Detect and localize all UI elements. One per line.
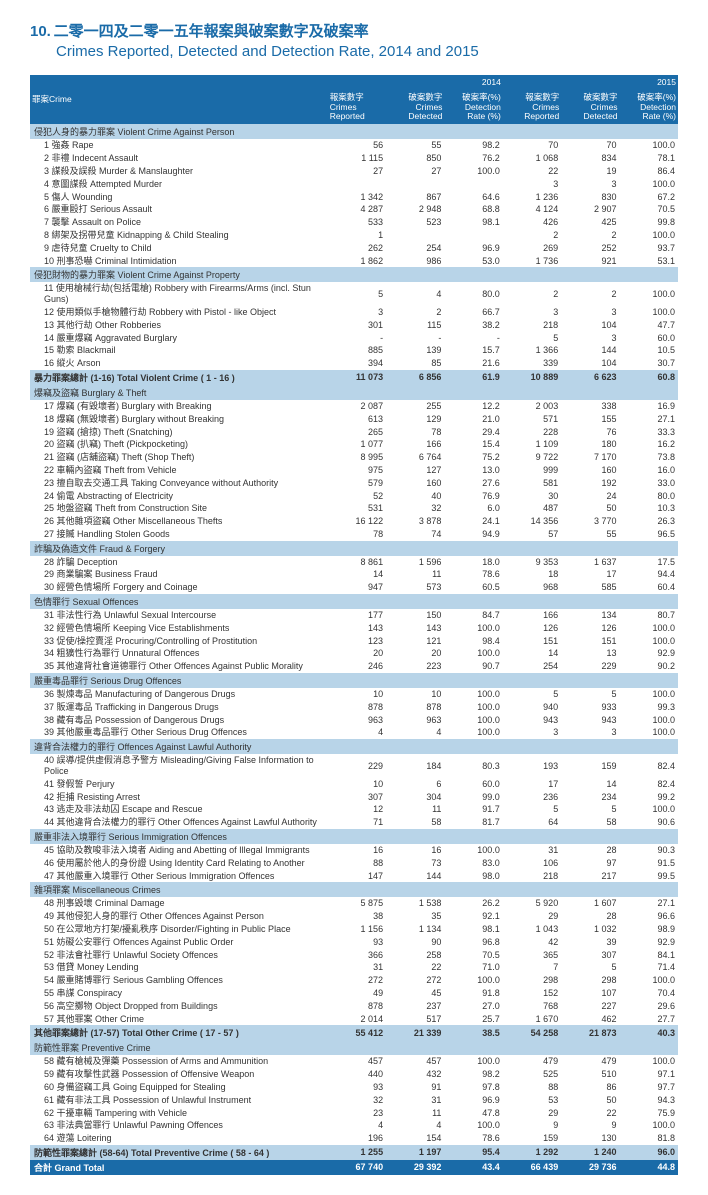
table-row: 6 嚴重毆打 Serious Assault4 2872 94868.84 12… (30, 203, 678, 216)
title-number: 10. (30, 23, 51, 40)
table-row: 63 非法典當罪行 Unlawful Pawning Offences44100… (30, 1119, 678, 1132)
section-header: 防範性罪案 Preventive Crime (30, 1040, 678, 1055)
table-row: 20 盜竊 (扒竊) Theft (Pickpocketing)1 077166… (30, 438, 678, 451)
h-2014-rep: 報案數字Crimes Reported (328, 90, 386, 124)
table-row: 41 發假誓 Perjury10660.0171482.4 (30, 778, 678, 791)
table-row: 35 其他違背社會道德罪行 Other Offences Against Pub… (30, 660, 678, 673)
table-row: 17 爆竊 (有毀壞者) Burglary with Breaking2 087… (30, 400, 678, 413)
table-row: 48 刑事毀壞 Criminal Damage5 8751 53826.25 9… (30, 897, 678, 910)
table-row: 32 經營色情場所 Keeping Vice Establishments143… (30, 622, 678, 635)
table-row: 64 遊蕩 Loitering19615478.615913081.8 (30, 1132, 678, 1145)
title-zh: 二零一四及二零一五年報案與破案數字及破案率 (54, 23, 369, 40)
table-row: 4 意圖謀殺 Attempted Murder33100.0 (30, 178, 678, 191)
col-crime: 罪案Crime (30, 75, 328, 124)
h-2015-det: 破案數字Crimes Detected (561, 90, 619, 124)
section-header: 侵犯財物的暴力罪案 Violent Crime Against Property (30, 267, 678, 282)
title-en: Crimes Reported, Detected and Detection … (56, 43, 678, 60)
table-row: 18 爆竊 (無毀壞者) Burglary without Breaking61… (30, 413, 678, 426)
table-row: 34 粗獷性行為罪行 Unnatural Offences2020100.014… (30, 647, 678, 660)
table-row: 57 其他罪案 Other Crime2 01451725.71 6704622… (30, 1013, 678, 1026)
table-row: 9 虐待兒童 Cruelty to Child26225496.92692529… (30, 242, 678, 255)
table-row: 21 盜竊 (店舖盜竊) Theft (Shop Theft)8 9956 76… (30, 451, 678, 464)
table-row: 23 擅自取去交通工具 Taking Conveyance without Au… (30, 477, 678, 490)
table-row: 51 妨礙公安罪行 Offences Against Public Order9… (30, 936, 678, 949)
table-row: 46 使用屬於他人的身份證 Using Identity Card Relati… (30, 857, 678, 870)
table-row: 10 刑事恐嚇 Criminal Intimidation1 86298653.… (30, 255, 678, 268)
table-row: 14 嚴重爆竊 Aggravated Burglary---5360.0 (30, 332, 678, 345)
subtotal-row: 防範性罪案總計 (58-64) Total Preventive Crime (… (30, 1145, 678, 1160)
h-2015-rep: 報案數字Crimes Reported (503, 90, 561, 124)
table-row: 56 高空擲物 Object Dropped from Buildings878… (30, 1000, 678, 1013)
section-header: 詐騙及偽造文件 Fraud & Forgery (30, 541, 678, 556)
h-2014-det: 破案數字Crimes Detected (386, 90, 444, 124)
table-row: 13 其他行劫 Other Robberies30111538.22181044… (30, 319, 678, 332)
table-row: 26 其他雜項盜竊 Other Miscellaneous Thefts16 1… (30, 515, 678, 528)
table-row: 22 車輛內盜竊 Theft from Vehicle97512713.0999… (30, 464, 678, 477)
table-row: 5 傷人 Wounding1 34286764.61 23683067.2 (30, 191, 678, 204)
table-row: 12 使用類似手槍物體行劫 Robbery with Pistol - like… (30, 306, 678, 319)
section-header: 嚴重非法入境罪行 Serious Immigration Offences (30, 829, 678, 844)
table-row: 60 身備盜竊工具 Going Equipped for Stealing939… (30, 1081, 678, 1094)
header-year-row: 罪案Crime 2014 2015 (30, 75, 678, 90)
table-row: 59 藏有攻擊性武器 Possession of Offensive Weapo… (30, 1068, 678, 1081)
col-2014: 2014 (328, 75, 503, 90)
h-2015-rate: 破案率(%)Detection Rate (%) (620, 90, 678, 124)
h-2014-rate: 破案率(%)Detection Rate (%) (444, 90, 502, 124)
subtotal-row: 暴力罪案總計 (1-16) Total Violent Crime ( 1 - … (30, 370, 678, 385)
col-2015: 2015 (503, 75, 678, 90)
table-row: 43 逃走及非法劫囚 Escape and Rescue121191.75510… (30, 803, 678, 816)
table-row: 15 勒索 Blackmail88513915.71 36614410.5 (30, 344, 678, 357)
table-row: 19 盜竊 (搶掠) Theft (Snatching)2657829.4228… (30, 426, 678, 439)
subtotal-row: 合計 Grand Total67 74029 39243.466 43929 7… (30, 1160, 678, 1175)
table-row: 3 謀殺及誤殺 Murder & Manslaughter2727100.022… (30, 165, 678, 178)
table-row: 53 借貸 Money Lending312271.07571.4 (30, 961, 678, 974)
table-row: 49 其他侵犯人身的罪行 Other Offences Against Pers… (30, 910, 678, 923)
subtotal-row: 其他罪案總計 (17-57) Total Other Crime ( 17 - … (30, 1025, 678, 1040)
table-row: 62 干擾車輛 Tampering with Vehicle231147.829… (30, 1107, 678, 1120)
crime-table: 罪案Crime 2014 2015 報案數字Crimes Reported 破案… (30, 75, 678, 1175)
table-row: 58 藏有槍械及彈藥 Possession of Arms and Ammuni… (30, 1055, 678, 1068)
table-row: 16 縱火 Arson3948521.633910430.7 (30, 357, 678, 370)
section-header: 嚴重毒品罪行 Serious Drug Offences (30, 673, 678, 688)
table-row: 39 其他嚴重毒品罪行 Other Serious Drug Offences4… (30, 726, 678, 739)
table-row: 24 偷電 Abstracting of Electricity524076.9… (30, 490, 678, 503)
table-row: 30 經營色情場所 Forgery and Coinage94757360.59… (30, 581, 678, 594)
table-row: 61 藏有非法工具 Possession of Unlawful Instrum… (30, 1094, 678, 1107)
table-row: 8 綁架及拐帶兒童 Kidnapping & Child Stealing122… (30, 229, 678, 242)
table-row: 28 詐騙 Deception8 8611 59618.09 3531 6371… (30, 556, 678, 569)
table-row: 31 非法性行為 Unlawful Sexual Intercourse1771… (30, 609, 678, 622)
table-row: 44 其他違背合法權力的罪行 Other Offences Against La… (30, 816, 678, 829)
table-row: 47 其他嚴重入境罪行 Other Serious Immigration Of… (30, 870, 678, 883)
title-block: 10. 二零一四及二零一五年報案與破案數字及破案率 Crimes Reporte… (30, 20, 678, 60)
table-row: 42 拒捕 Resisting Arrest30730499.023623499… (30, 791, 678, 804)
section-header: 爆竊及盜竊 Burglary & Theft (30, 385, 678, 400)
table-row: 37 販運毒品 Trafficking in Dangerous Drugs87… (30, 701, 678, 714)
table-row: 27 接贓 Handling Stolen Goods787494.957559… (30, 528, 678, 541)
table-row: 11 使用槍械行劫(包括電槍) Robbery with Firearms/Ar… (30, 282, 678, 306)
table-row: 36 製煉毒品 Manufacturing of Dangerous Drugs… (30, 688, 678, 701)
table-row: 7 襲擊 Assault on Police53352398.142642599… (30, 216, 678, 229)
section-header: 違背合法權力的罪行 Offences Against Lawful Author… (30, 739, 678, 754)
table-row: 29 商業騙案 Business Fraud141178.6181794.4 (30, 568, 678, 581)
section-header: 侵犯人身的暴力罪案 Violent Crime Against Person (30, 124, 678, 139)
table-row: 33 促使/操控賣淫 Procuring/Controlling of Pros… (30, 635, 678, 648)
table-row: 52 非法會社罪行 Unlawful Society Offences36625… (30, 949, 678, 962)
section-header: 色情罪行 Sexual Offences (30, 594, 678, 609)
table-row: 55 串謀 Conspiracy494591.815210770.4 (30, 987, 678, 1000)
table-row: 40 誤導/提供虛假消息予警方 Misleading/Giving False … (30, 754, 678, 778)
table-row: 25 地盤盜竊 Theft from Construction Site5313… (30, 502, 678, 515)
table-row: 50 在公眾地方打架/擾亂秩序 Disorder/Fighting in Pub… (30, 923, 678, 936)
table-row: 1 強姦 Rape565598.27070100.0 (30, 139, 678, 152)
table-row: 45 協助及教唆非法入境者 Aiding and Abetting of Ill… (30, 844, 678, 857)
table-row: 2 非禮 Indecent Assault1 11585076.21 06883… (30, 152, 678, 165)
table-row: 38 藏有毒品 Possession of Dangerous Drugs963… (30, 714, 678, 727)
table-row: 54 嚴重賭博罪行 Serious Gambling Offences27227… (30, 974, 678, 987)
section-header: 雜項罪案 Miscellaneous Crimes (30, 882, 678, 897)
